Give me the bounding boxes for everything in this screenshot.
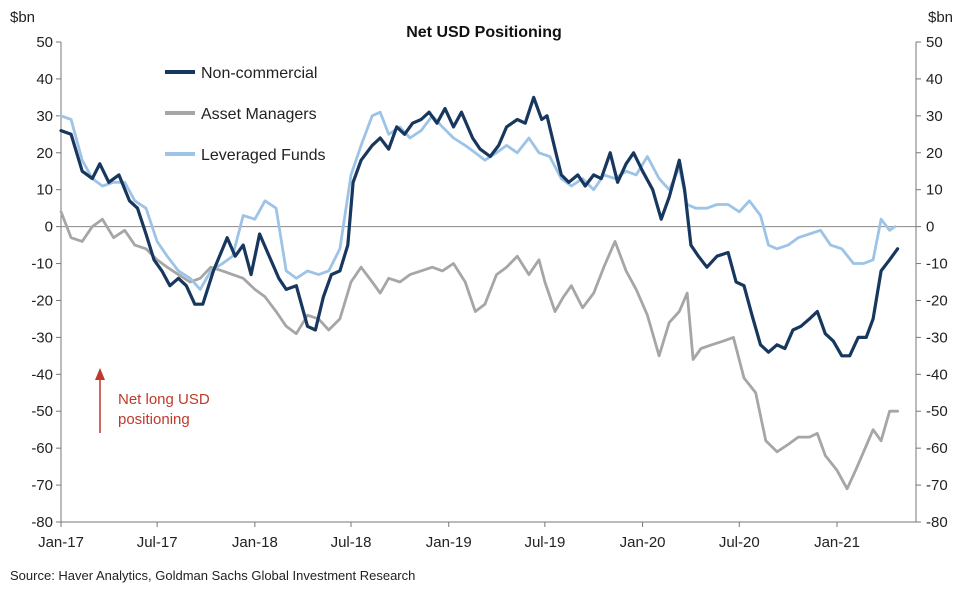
right-y-tick-label: -30 <box>926 329 948 346</box>
x-tick-label: Jul-18 <box>331 534 372 551</box>
left-y-tick-label: -20 <box>31 292 53 309</box>
right-y-tick-label: -80 <box>926 514 948 531</box>
left-y-axis: 50 40 30 20 10 0 -10 -20 -30 -40 -50 -60 -70 -80 <box>31 34 61 531</box>
right-axis-unit: $bn <box>928 9 953 26</box>
left-y-tick-label: -40 <box>31 366 53 383</box>
left-y-tick-label: 10 <box>36 182 53 199</box>
series-line-leveraged-funds <box>59 110 897 291</box>
left-y-tick-label: -30 <box>31 329 53 346</box>
x-tick-label: Jul-19 <box>524 534 565 551</box>
chart-title: Net USD Positioning <box>406 24 562 41</box>
left-y-tick-label: 30 <box>36 108 53 125</box>
left-y-tick-label: -60 <box>31 440 53 457</box>
right-y-tick-label: -10 <box>926 256 948 273</box>
right-y-tick-label: 0 <box>926 219 934 236</box>
legend-label-non-commercial: Non-commercial <box>201 65 317 82</box>
series-line-non-commercial <box>59 95 900 358</box>
right-y-tick-label: -60 <box>926 440 948 457</box>
x-tick-label: Jan-21 <box>814 534 860 551</box>
right-y-tick-label: 50 <box>926 34 943 51</box>
right-y-axis: 50 40 30 20 10 0 -10 -20 -30 -40 -50 -60 -70 -80 <box>916 34 948 531</box>
x-tick-label: Jul-17 <box>137 534 178 551</box>
source-note: Source: Haver Analytics, Goldman Sachs G… <box>10 568 415 583</box>
left-y-tick-label: 20 <box>36 145 53 162</box>
x-tick-label: Jan-18 <box>232 534 278 551</box>
left-y-tick-label: -70 <box>31 477 53 494</box>
x-tick-label: Jul-20 <box>719 534 760 551</box>
right-y-tick-label: 10 <box>926 182 943 199</box>
annotation-line-2: positioning <box>118 411 190 428</box>
series-line-asset-managers <box>59 210 899 491</box>
legend: Non-commercial Asset Managers Leveraged … <box>165 65 326 164</box>
annotation-arrow-head <box>95 368 105 380</box>
right-y-tick-label: -70 <box>926 477 948 494</box>
left-y-tick-label: -50 <box>31 403 53 420</box>
right-y-tick-label: 30 <box>926 108 943 125</box>
legend-label-asset-managers: Asset Managers <box>201 106 317 123</box>
right-y-tick-label: 20 <box>926 145 943 162</box>
left-y-tick-label: 50 <box>36 34 53 51</box>
right-y-tick-label: -40 <box>926 366 948 383</box>
right-y-tick-label: 40 <box>926 71 943 88</box>
left-y-tick-label: 40 <box>36 71 53 88</box>
legend-label-leveraged-funds: Leveraged Funds <box>201 147 326 164</box>
left-y-tick-label: -10 <box>31 256 53 273</box>
left-axis-unit: $bn <box>10 9 35 26</box>
x-tick-label: Jan-17 <box>38 534 84 551</box>
right-y-tick-label: -50 <box>926 403 948 420</box>
series-layer <box>59 95 900 491</box>
left-y-tick-label: -80 <box>31 514 53 531</box>
x-tick-label: Jan-20 <box>620 534 666 551</box>
x-axis: Jan-17 Jul-17 Jan-18 Jul-18 Jan-19 Jul-19 Jan-… <box>38 522 860 551</box>
x-tick-label: Jan-19 <box>426 534 472 551</box>
annotation-line-1: Net long USD <box>118 391 210 408</box>
annotation: Net long USD positioning <box>95 368 210 433</box>
left-y-tick-label: 0 <box>45 219 53 236</box>
right-y-tick-label: -20 <box>926 292 948 309</box>
